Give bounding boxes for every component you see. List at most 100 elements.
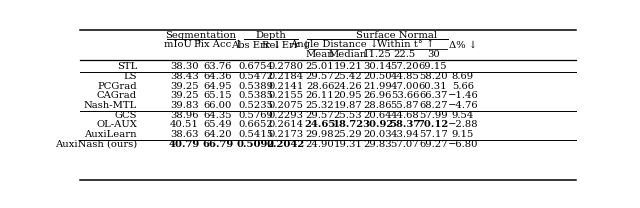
Text: 0.6652: 0.6652 [239,120,273,129]
Text: Surface Normal: Surface Normal [356,31,437,40]
Text: 69.27: 69.27 [419,140,447,149]
Text: 44.68: 44.68 [390,111,419,120]
Text: Abs Err ↓: Abs Err ↓ [231,40,281,49]
Text: 0.5769: 0.5769 [239,111,273,120]
Text: 39.83: 39.83 [170,101,198,110]
Text: Δ% ↓: Δ% ↓ [449,40,477,49]
Text: 39.25: 39.25 [170,91,198,100]
Text: Median: Median [329,50,367,59]
Text: 26.96: 26.96 [364,91,392,100]
Text: 24.90: 24.90 [306,140,335,149]
Text: 9.15: 9.15 [452,130,474,139]
Text: 0.2042: 0.2042 [267,140,305,149]
Text: 25.32: 25.32 [306,101,334,110]
Text: 20.50: 20.50 [364,72,392,81]
Text: 0.2141: 0.2141 [268,82,303,91]
Text: −4.76: −4.76 [447,101,478,110]
Text: −6.80: −6.80 [447,140,478,149]
Text: Pix Acc ↑: Pix Acc ↑ [193,40,243,49]
Text: 38.30: 38.30 [170,62,198,71]
Text: 26.11: 26.11 [306,91,335,100]
Text: 25.29: 25.29 [333,130,362,139]
Text: 57.17: 57.17 [419,130,447,139]
Text: 40.51: 40.51 [170,120,198,129]
Text: STL: STL [116,62,137,71]
Text: 64.35: 64.35 [204,111,232,120]
Text: 29.98: 29.98 [306,130,334,139]
Text: AuxiLearn: AuxiLearn [84,130,137,139]
Text: 44.85: 44.85 [390,72,419,81]
Text: 58.37: 58.37 [389,120,420,129]
Text: 66.00: 66.00 [204,101,232,110]
Text: CAGrad: CAGrad [97,91,137,100]
Text: 47.00: 47.00 [390,82,419,91]
Text: 64.20: 64.20 [204,130,232,139]
Text: 66.79: 66.79 [202,140,234,149]
Text: AuxiNash (ours): AuxiNash (ours) [55,140,137,149]
Text: Depth: Depth [255,31,286,40]
Text: 53.66: 53.66 [390,91,419,100]
Text: 70.12: 70.12 [417,120,449,129]
Text: 0.6754: 0.6754 [239,62,273,71]
Text: 68.27: 68.27 [419,101,447,110]
Text: 28.86: 28.86 [364,101,392,110]
Text: 19.31: 19.31 [333,140,362,149]
Text: 29.57: 29.57 [306,111,334,120]
Text: Within t° ↑: Within t° ↑ [377,40,434,49]
Text: 40.79: 40.79 [168,140,200,149]
Text: 0.2614: 0.2614 [268,120,303,129]
Text: Rel Err ↓: Rel Err ↓ [262,40,310,49]
Text: 29.57: 29.57 [306,72,334,81]
Text: PCGrad: PCGrad [97,82,137,91]
Text: 38.43: 38.43 [170,72,198,81]
Text: 57.07: 57.07 [390,140,419,149]
Text: 57.20: 57.20 [390,62,419,71]
Text: 38.63: 38.63 [170,130,198,139]
Text: 18.72: 18.72 [332,120,364,129]
Text: 69.15: 69.15 [419,62,447,71]
Text: Segmentation: Segmentation [166,31,237,40]
Text: 25.53: 25.53 [333,111,362,120]
Text: 28.66: 28.66 [306,82,334,91]
Text: GCS: GCS [115,111,137,120]
Text: 64.95: 64.95 [204,82,232,91]
Text: 0.2155: 0.2155 [268,91,303,100]
Text: 25.42: 25.42 [333,72,362,81]
Text: 63.76: 63.76 [204,62,232,71]
Text: −2.88: −2.88 [447,120,478,129]
Text: 0.5389: 0.5389 [239,82,273,91]
Text: 20.03: 20.03 [364,130,392,139]
Text: 43.94: 43.94 [390,130,419,139]
Text: 55.87: 55.87 [390,101,419,110]
Text: Nash-MTL: Nash-MTL [84,101,137,110]
Text: 24.26: 24.26 [333,82,362,91]
Text: 0.5472: 0.5472 [239,72,274,81]
Text: 0.5385: 0.5385 [239,91,273,100]
Text: 30.92: 30.92 [362,120,393,129]
Text: 22.5: 22.5 [394,50,416,59]
Text: Mean: Mean [306,50,335,59]
Text: 0.2780: 0.2780 [268,62,303,71]
Text: 39.25: 39.25 [170,82,198,91]
Text: 60.31: 60.31 [419,82,447,91]
Text: 0.5092: 0.5092 [237,140,275,149]
Text: 9.54: 9.54 [452,111,474,120]
Text: 38.96: 38.96 [170,111,198,120]
Text: 11.25: 11.25 [363,50,392,59]
Text: 58.20: 58.20 [419,72,447,81]
Text: 0.2173: 0.2173 [268,130,303,139]
Text: Angle Distance ↓: Angle Distance ↓ [290,40,378,50]
Text: 0.5235: 0.5235 [239,101,273,110]
Text: 8.69: 8.69 [452,72,474,81]
Text: 0.2075: 0.2075 [268,101,303,110]
Text: 66.37: 66.37 [419,91,447,100]
Text: 29.83: 29.83 [364,140,392,149]
Text: 5.66: 5.66 [452,82,474,91]
Text: 21.99: 21.99 [364,82,392,91]
Text: 0.2293: 0.2293 [268,111,303,120]
Text: 0.2184: 0.2184 [268,72,303,81]
Text: 64.36: 64.36 [204,72,232,81]
Text: 19.21: 19.21 [333,62,362,71]
Text: 57.99: 57.99 [419,111,447,120]
Text: 24.65: 24.65 [305,120,336,129]
